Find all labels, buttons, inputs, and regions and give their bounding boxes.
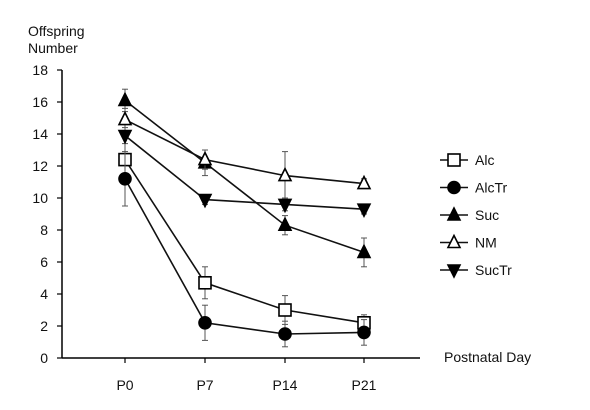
y-axis-title-line-1: Offspring xyxy=(28,23,85,39)
legend-marker-nm xyxy=(446,233,462,249)
y-tick-label: 0 xyxy=(40,350,48,366)
series-alc xyxy=(118,136,371,332)
y-tick-label: 2 xyxy=(40,318,48,334)
data-point-nm xyxy=(277,166,293,182)
series-line-suc xyxy=(124,99,365,254)
plot-area: 0 2 4 6 8 10 12 14 16 18 P0 P7 P14 P21 Alc AlcTr Suc NM Su… xyxy=(32,62,512,393)
data-point-alc xyxy=(278,303,292,317)
data-point-alctr xyxy=(278,327,292,341)
legend-label-suctr: SucTr xyxy=(475,262,512,278)
legend: Alc AlcTr Suc NM SucTr xyxy=(440,152,512,279)
y-tick-label: 14 xyxy=(32,126,48,142)
data-point-suctr xyxy=(117,129,133,145)
data-point-alctr xyxy=(357,325,371,340)
data-point-suc xyxy=(117,91,133,107)
series-line-suctr xyxy=(124,134,365,210)
series-line-nm xyxy=(124,118,365,185)
legend-label-alc: Alc xyxy=(475,152,494,168)
y-tick-label: 10 xyxy=(32,190,48,206)
series-line-alc xyxy=(124,159,365,324)
data-point-suctr xyxy=(356,203,372,218)
legend-marker-alc xyxy=(447,153,461,167)
y-tick-label: 18 xyxy=(32,62,48,78)
series-nm xyxy=(117,107,372,201)
series-line-alctr xyxy=(124,178,365,335)
data-point-nm xyxy=(356,174,372,190)
x-axis-title: Postnatal Day xyxy=(444,349,531,365)
y-tick-label: 4 xyxy=(40,286,48,302)
legend-label-suc: Suc xyxy=(475,207,499,223)
data-point-alc xyxy=(198,275,212,290)
y-axis-title-line-2: Number xyxy=(28,40,78,56)
data-point-suctr xyxy=(197,193,213,209)
x-tick-label: P7 xyxy=(196,377,213,393)
data-point-suc xyxy=(277,216,293,231)
legend-marker-alctr xyxy=(447,180,461,195)
series-suc xyxy=(117,88,372,268)
data-point-nm xyxy=(197,150,213,166)
y-tick-label: 16 xyxy=(32,94,48,110)
data-point-suctr xyxy=(277,198,293,214)
x-tick-label: P21 xyxy=(352,377,377,393)
series-suctr xyxy=(117,127,372,218)
y-tick-label: 12 xyxy=(32,158,48,174)
data-point-nm xyxy=(117,110,133,126)
legend-label-nm: NM xyxy=(475,235,497,251)
x-tick-label: P14 xyxy=(273,377,298,393)
data-point-suc xyxy=(356,243,372,259)
legend-marker-suctr xyxy=(446,264,462,279)
data-point-alctr xyxy=(198,315,212,330)
y-tick-label: 8 xyxy=(40,222,48,238)
legend-label-alctr: AlcTr xyxy=(475,180,507,196)
y-tick-label: 6 xyxy=(40,254,48,270)
data-point-alctr xyxy=(118,172,132,186)
x-tick-label: P0 xyxy=(116,377,133,393)
series-alctr xyxy=(118,151,371,348)
legend-marker-suc xyxy=(446,206,462,221)
